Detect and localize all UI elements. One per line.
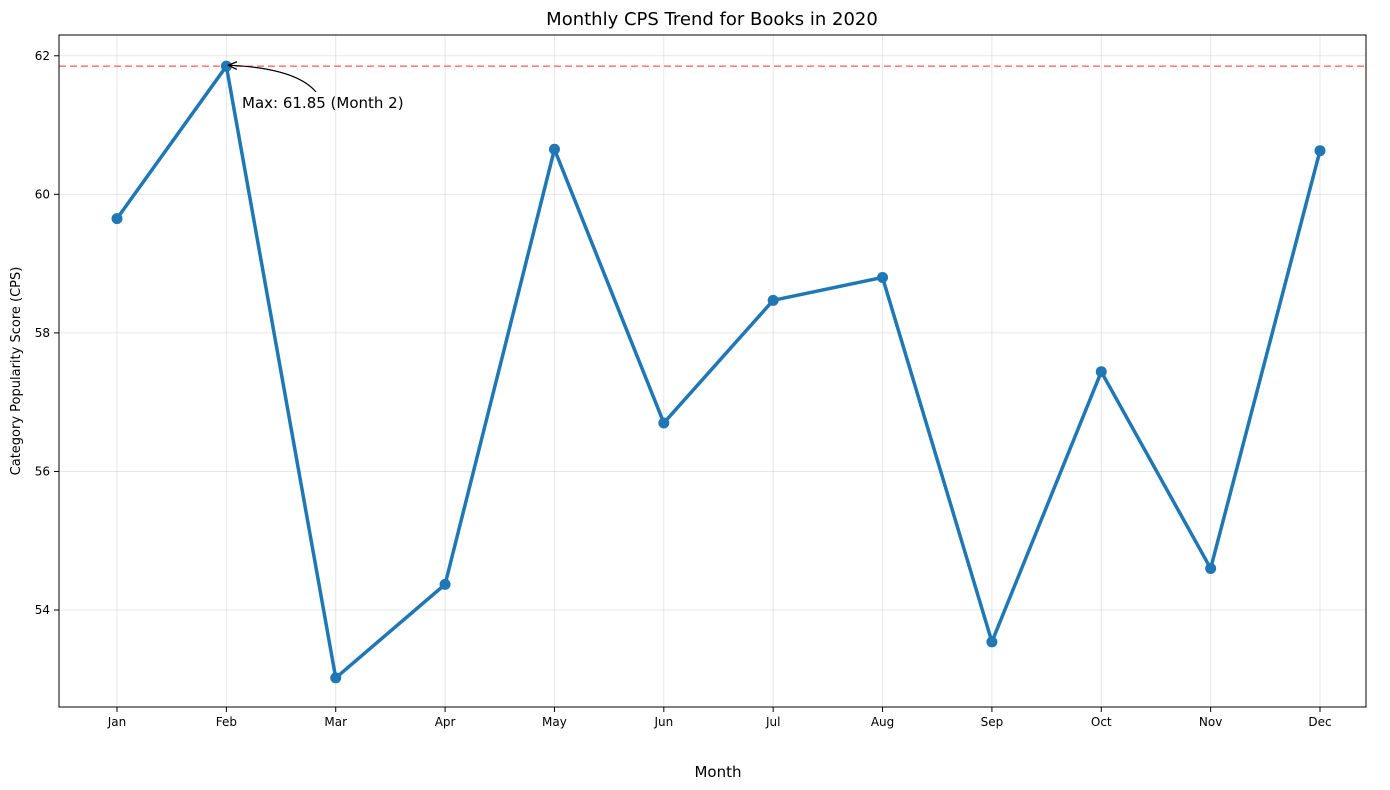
data-point xyxy=(330,672,342,684)
series xyxy=(111,60,1326,684)
y-tick-label: 60 xyxy=(35,187,50,201)
data-point xyxy=(767,294,779,306)
annotation-arrow xyxy=(228,65,317,93)
chart-title: Monthly CPS Trend for Books in 2020 xyxy=(546,9,878,30)
data-point xyxy=(111,213,123,225)
data-point xyxy=(1205,562,1217,574)
data-point xyxy=(1095,366,1107,378)
x-tick-label: Aug xyxy=(871,715,894,729)
data-point xyxy=(877,271,889,283)
axes: Jan Feb Mar Apr May Jun Jul Aug Sep Oct Nov Dec 54 56… xyxy=(35,49,1332,729)
max-annotation: Max: 61.85 (Month 2) xyxy=(228,65,404,112)
data-point xyxy=(986,636,998,648)
x-tick-label: Sep xyxy=(981,715,1004,729)
plot-area-frame xyxy=(58,34,1367,708)
series-line xyxy=(115,64,1322,680)
data-point xyxy=(1314,145,1326,157)
y-tick-label: 58 xyxy=(35,326,50,340)
data-point xyxy=(220,60,232,72)
x-tick-label: Jan xyxy=(107,715,127,729)
x-tick-label: May xyxy=(542,715,567,729)
y-tick-label: 54 xyxy=(35,603,50,617)
y-tick-label: 56 xyxy=(35,464,50,478)
data-point xyxy=(439,578,451,590)
data-point xyxy=(548,143,560,155)
x-tick-label: Jun xyxy=(653,715,673,729)
data-point xyxy=(658,417,670,429)
x-tick-label: Jul xyxy=(765,715,780,729)
y-axis-label: Category Popularity Score (CPS) xyxy=(9,267,24,476)
x-tick-label: Feb xyxy=(216,715,237,729)
x-tick-label: Oct xyxy=(1091,715,1112,729)
x-axis-label: Month xyxy=(694,763,741,781)
max-annotation-text: Max: 61.85 (Month 2) xyxy=(242,94,404,112)
x-tick-label: Apr xyxy=(435,715,456,729)
x-tick-label: Dec xyxy=(1308,715,1331,729)
y-tick-label: 62 xyxy=(35,49,50,63)
x-tick-label: Mar xyxy=(324,715,347,729)
x-tick-label: Nov xyxy=(1199,715,1222,729)
